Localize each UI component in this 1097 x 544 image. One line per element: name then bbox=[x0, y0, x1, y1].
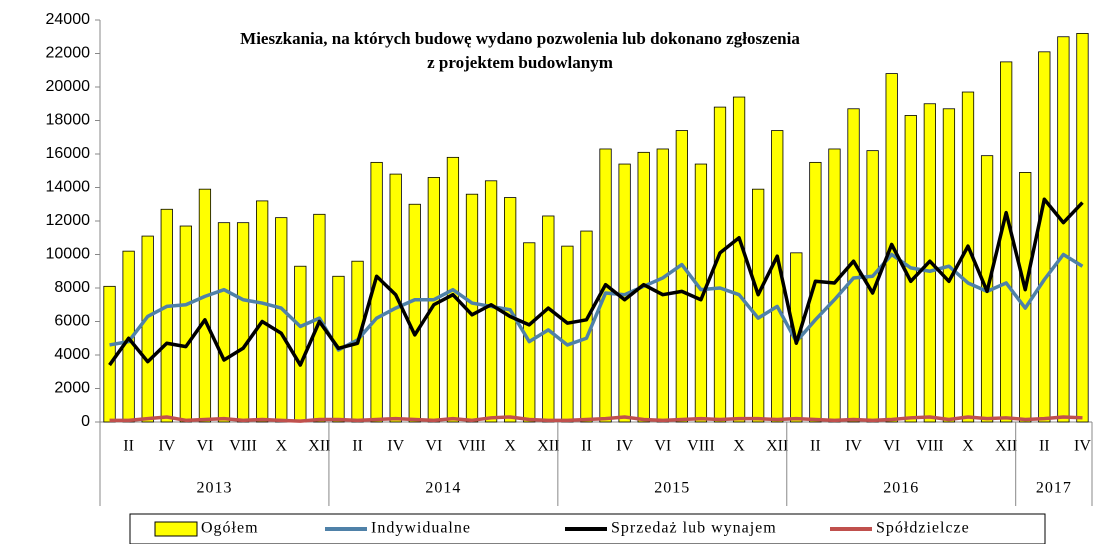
bar bbox=[1038, 51, 1051, 423]
x-tick-label: IV bbox=[616, 438, 633, 455]
bar bbox=[484, 180, 498, 423]
x-tick-label: VI bbox=[425, 438, 442, 455]
bar bbox=[294, 265, 307, 423]
y-tick-label: 12000 bbox=[46, 212, 91, 229]
bar bbox=[694, 163, 708, 423]
group-label: 2013 bbox=[196, 480, 232, 497]
bar bbox=[675, 130, 688, 423]
chart-title: Mieszkania, na których budowę wydano poz… bbox=[240, 29, 800, 48]
x-tick-label: VI bbox=[654, 438, 671, 455]
x-tick-label: II bbox=[123, 438, 134, 455]
x-tick-label: IV bbox=[1074, 438, 1091, 455]
y-tick-label: 0 bbox=[81, 413, 90, 430]
x-tick-label: II bbox=[581, 438, 592, 455]
bar bbox=[103, 285, 116, 423]
y-tick-label: 10000 bbox=[46, 246, 91, 263]
bar bbox=[1000, 61, 1013, 423]
bar bbox=[1076, 33, 1089, 423]
y-tick-label: 16000 bbox=[46, 145, 91, 162]
x-tick-label: VI bbox=[196, 438, 213, 455]
x-tick-label: X bbox=[275, 438, 287, 455]
legend-swatch bbox=[154, 521, 198, 537]
x-tick-label: X bbox=[504, 438, 516, 455]
y-tick-label: 8000 bbox=[54, 279, 90, 296]
bar bbox=[1019, 172, 1032, 423]
x-tick-label: XII bbox=[308, 438, 330, 455]
y-tick-label: 24000 bbox=[46, 11, 91, 28]
x-tick-label: VI bbox=[883, 438, 900, 455]
bar bbox=[828, 148, 841, 423]
legend-label: Sprzedaż lub wynajem bbox=[611, 520, 777, 537]
x-tick-label: II bbox=[1039, 438, 1050, 455]
legend-label: Ogółem bbox=[201, 520, 259, 537]
y-tick-label: 4000 bbox=[54, 346, 90, 363]
bar bbox=[217, 222, 231, 423]
group-label: 2016 bbox=[883, 480, 919, 497]
bar bbox=[561, 245, 574, 423]
x-tick-label: X bbox=[962, 438, 974, 455]
x-tick-label: X bbox=[733, 438, 745, 455]
legend-label: Indywidualne bbox=[371, 520, 471, 537]
bar bbox=[179, 225, 192, 423]
bar bbox=[752, 188, 765, 423]
bar bbox=[256, 200, 269, 423]
x-tick-label: IV bbox=[845, 438, 862, 455]
x-tick-label: IV bbox=[387, 438, 404, 455]
y-tick-label: 14000 bbox=[46, 179, 91, 196]
legend-label: Spółdzielcze bbox=[876, 520, 970, 537]
bar bbox=[160, 208, 173, 423]
x-tick-label: XII bbox=[766, 438, 788, 455]
bar bbox=[656, 148, 669, 423]
group-label: 2014 bbox=[425, 480, 461, 497]
y-tick-label: 22000 bbox=[46, 45, 91, 62]
x-tick-label: VIII bbox=[687, 438, 715, 455]
x-tick-label: II bbox=[810, 438, 821, 455]
bar bbox=[198, 188, 212, 423]
x-tick-label: VIII bbox=[458, 438, 486, 455]
bar bbox=[732, 96, 746, 423]
bar bbox=[542, 215, 555, 423]
x-tick-label: XII bbox=[537, 438, 559, 455]
x-tick-label: IV bbox=[158, 438, 175, 455]
x-tick-label: VIII bbox=[916, 438, 944, 455]
group-label: 2015 bbox=[654, 480, 690, 497]
bar bbox=[236, 222, 250, 423]
x-tick-label: VIII bbox=[229, 438, 257, 455]
y-tick-label: 2000 bbox=[54, 380, 90, 397]
y-tick-label: 20000 bbox=[46, 78, 91, 95]
bar bbox=[408, 203, 421, 423]
bar bbox=[809, 161, 822, 423]
y-tick-label: 6000 bbox=[54, 313, 90, 330]
line bbox=[109, 415, 1083, 423]
bar bbox=[275, 217, 288, 423]
line bbox=[108, 197, 1084, 367]
bar bbox=[141, 235, 154, 423]
chart-title: z projektem budowlanym bbox=[427, 53, 613, 72]
x-tick-label: II bbox=[352, 438, 363, 455]
group-label: 2017 bbox=[1036, 480, 1072, 497]
y-tick-label: 18000 bbox=[46, 112, 91, 129]
bar bbox=[1057, 36, 1070, 423]
x-tick-label: XII bbox=[995, 438, 1017, 455]
